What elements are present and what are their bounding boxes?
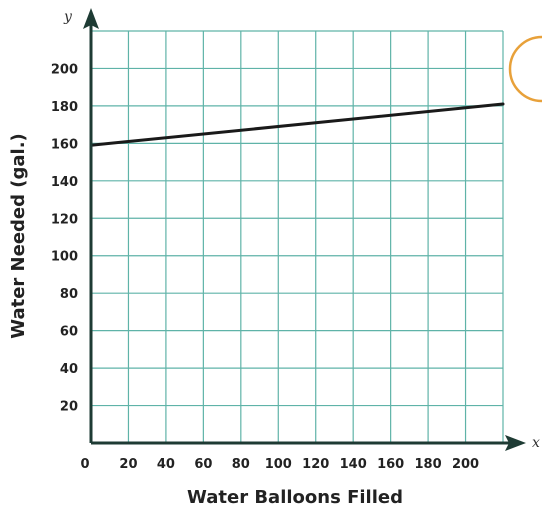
y-tick-label: 80: [60, 287, 78, 302]
x-axis-arrow: [505, 435, 526, 451]
x-tick-label: 140: [340, 457, 367, 472]
x-tick-label: 120: [302, 457, 329, 472]
y-axis-variable: y: [63, 9, 73, 25]
x-tick-label: 60: [194, 457, 212, 472]
x-tick-label: 200: [452, 457, 479, 472]
axes: [83, 8, 526, 451]
grid: [91, 30, 504, 443]
x-axis-title: Water Balloons Filled: [187, 487, 403, 508]
y-tick-label: 20: [60, 400, 78, 415]
x-tick-label: 20: [119, 457, 137, 472]
x-tick-label: 80: [232, 457, 250, 472]
x-tick-label: 160: [377, 457, 404, 472]
data-series: [89, 102, 505, 147]
y-tick-label: 160: [51, 137, 78, 152]
y-tick-label: 60: [60, 325, 78, 340]
x-tick-label: 0: [80, 457, 89, 472]
x-axis-variable: x: [532, 435, 540, 451]
x-tick-label: 100: [265, 457, 292, 472]
y-tick-label: 100: [51, 250, 78, 265]
y-tick-label: 120: [51, 212, 78, 227]
x-tick-label: 180: [415, 457, 442, 472]
series-line: [89, 102, 505, 147]
y-tick-label: 180: [51, 100, 78, 115]
y-tick-label: 200: [51, 62, 78, 77]
badge-decoration: [508, 35, 542, 103]
y-axis-title: Water Needed (gal.): [8, 133, 29, 339]
y-tick-label: 40: [60, 362, 78, 377]
x-tick-label: 40: [157, 457, 175, 472]
y-tick-label: 140: [51, 175, 78, 190]
y-axis-arrow: [83, 8, 99, 29]
tick-labels: 0 20 40 60 80 100 120 140 160 180 200 20 40 60 80 100 12…: [51, 62, 479, 472]
